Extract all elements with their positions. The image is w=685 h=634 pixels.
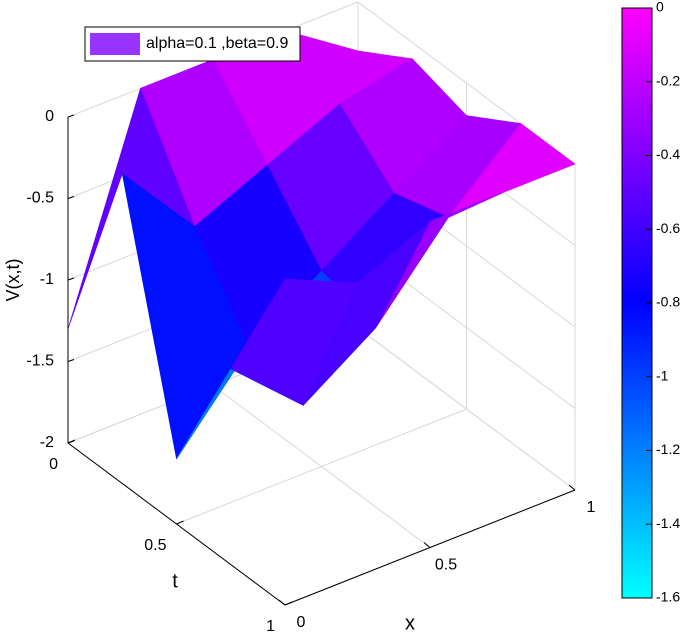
z-tick (67, 359, 75, 362)
colorbar-tick-label: -0.2 (656, 72, 680, 88)
surface-patch (230, 278, 358, 406)
z-tick-label: -1 (40, 271, 54, 288)
x-tick-label: 0 (297, 614, 306, 631)
x-tick-label: 0.5 (435, 557, 457, 574)
y-axis-label: t (172, 570, 178, 592)
y-tick-label: 0.5 (144, 537, 166, 554)
x-tick (568, 484, 576, 491)
colorbar-tick-label: -1 (656, 367, 669, 383)
x-tick-label: 1 (587, 499, 596, 516)
x-tick (423, 542, 431, 548)
z-axis-label: V(x,t) (3, 259, 23, 302)
colorbar-tick-label: -0.4 (656, 146, 680, 162)
legend-patch (90, 33, 140, 55)
colorbar-tick-label: -0.6 (656, 220, 680, 236)
y-tick-label: 0 (49, 456, 58, 473)
x-tick (278, 599, 286, 606)
z-tick (67, 277, 75, 281)
z-tick-label: 0 (45, 108, 54, 125)
grid-line (176, 408, 467, 525)
x-axis-label: x (405, 612, 415, 634)
z-tick-label: -2 (40, 434, 54, 451)
colorbar-tick-label: -1.4 (656, 515, 680, 531)
z-tick-label: -1.5 (26, 353, 54, 370)
y-tick (284, 601, 293, 606)
y-tick (176, 520, 184, 525)
colorbar-tick-label: -1.6 (656, 589, 680, 605)
colorbar-tick-label: -0.8 (656, 294, 680, 310)
colorbar-tick-label: 0 (656, 0, 664, 15)
z-tick (67, 114, 75, 118)
z-tick (67, 196, 75, 199)
y-tick (67, 439, 76, 444)
colorbar-tick-label: -1.2 (656, 441, 680, 457)
legend-label: alpha=0.1 ,beta=0.9 (146, 35, 288, 52)
y-tick-label: 1 (266, 618, 275, 634)
z-tick-label: -0.5 (26, 190, 54, 207)
